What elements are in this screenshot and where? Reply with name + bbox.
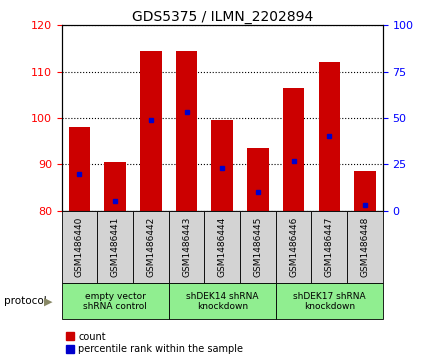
Bar <box>312 211 347 283</box>
Bar <box>276 283 383 319</box>
Text: GSM1486445: GSM1486445 <box>253 217 262 277</box>
Bar <box>354 171 376 211</box>
Text: GSM1486448: GSM1486448 <box>360 217 370 277</box>
Text: GSM1486442: GSM1486442 <box>147 217 155 277</box>
Text: empty vector
shRNA control: empty vector shRNA control <box>83 291 147 311</box>
Bar <box>247 148 268 211</box>
Bar <box>133 211 169 283</box>
Text: protocol: protocol <box>4 296 47 306</box>
Text: GSM1486440: GSM1486440 <box>75 217 84 277</box>
Title: GDS5375 / ILMN_2202894: GDS5375 / ILMN_2202894 <box>132 11 313 24</box>
Bar <box>169 211 204 283</box>
Text: GSM1486444: GSM1486444 <box>218 217 227 277</box>
Bar <box>347 211 383 283</box>
Bar <box>176 51 197 211</box>
Text: GSM1486447: GSM1486447 <box>325 217 334 277</box>
Legend: count, percentile rank within the sample: count, percentile rank within the sample <box>66 331 243 355</box>
Text: shDEK17 shRNA
knockdown: shDEK17 shRNA knockdown <box>293 291 366 311</box>
Bar <box>62 283 169 319</box>
Text: ▶: ▶ <box>44 296 52 306</box>
Bar <box>69 127 90 211</box>
Bar <box>319 62 340 211</box>
Text: shDEK14 shRNA
knockdown: shDEK14 shRNA knockdown <box>186 291 258 311</box>
Bar <box>204 211 240 283</box>
Bar <box>97 211 133 283</box>
Bar <box>169 283 276 319</box>
Bar <box>140 51 161 211</box>
Bar <box>240 211 276 283</box>
Bar <box>104 162 126 211</box>
Bar <box>62 211 97 283</box>
Text: GSM1486441: GSM1486441 <box>110 217 120 277</box>
Bar <box>276 211 312 283</box>
Text: GSM1486443: GSM1486443 <box>182 217 191 277</box>
Bar <box>212 120 233 211</box>
Bar <box>283 88 304 211</box>
Text: GSM1486446: GSM1486446 <box>289 217 298 277</box>
